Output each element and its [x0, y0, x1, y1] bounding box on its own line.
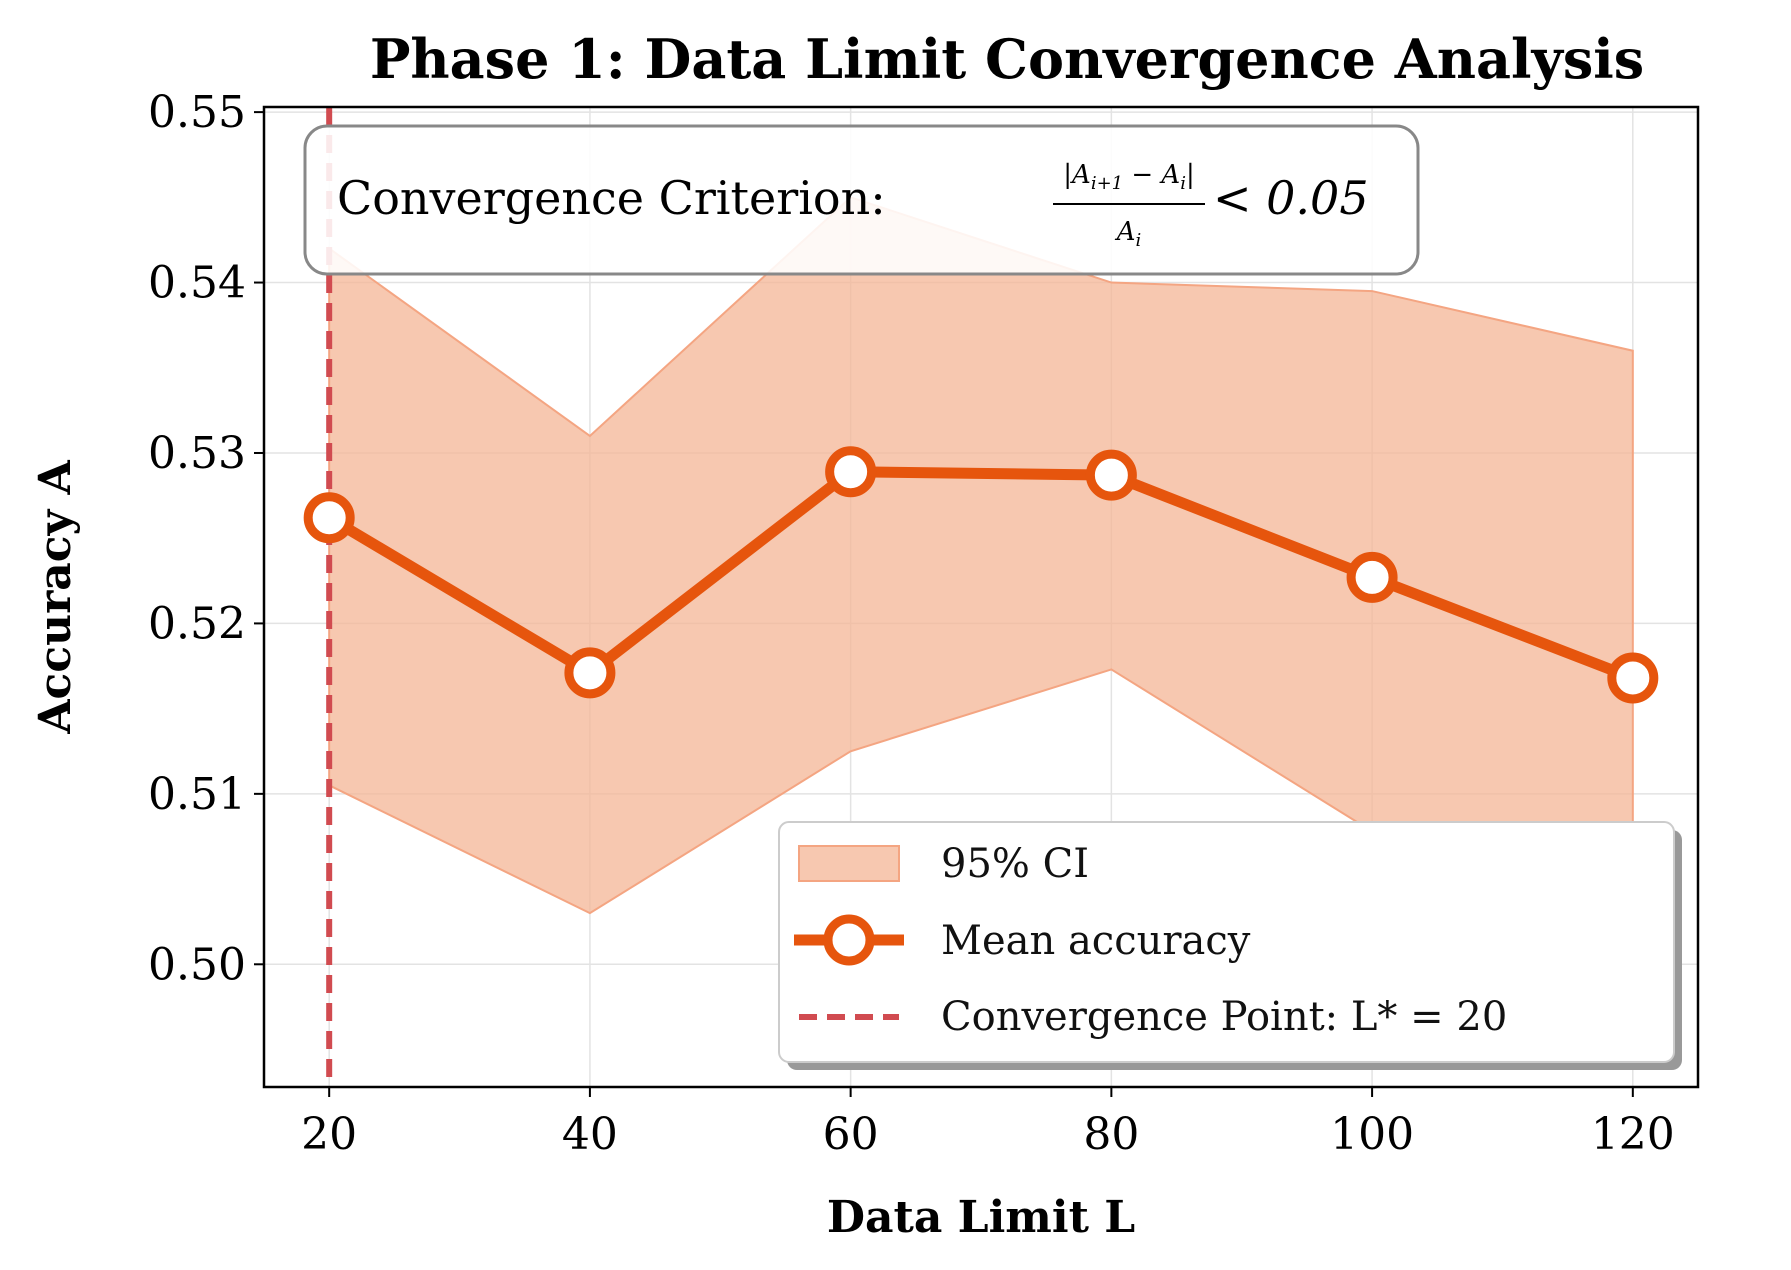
ci-band-layer	[328, 196, 1634, 915]
legend-label-mean: Mean accuracy	[941, 918, 1251, 964]
ci-band	[328, 196, 1634, 915]
y-tick-label: 0.52	[148, 598, 246, 649]
criterion-prefix: Convergence Criterion:	[337, 171, 886, 225]
data-point	[1346, 551, 1398, 603]
line-layer	[326, 466, 1635, 684]
legend-label-vline: Convergence Point: L* = 20	[941, 994, 1507, 1040]
legend: 95% CI Mean accuracy Convergence Point: …	[778, 821, 1682, 1070]
criterion-relation: < 0.05	[1213, 171, 1369, 225]
criterion-annotation: Convergence Criterion: |Ai+1 − Ai| Ai < …	[303, 124, 1420, 276]
y-tick-label: 0.53	[148, 428, 246, 479]
marker-layer	[303, 446, 1659, 704]
x-axis: 20 40 60 80 100 120	[301, 1087, 1675, 1160]
chart-title: Phase 1: Data Limit Convergence Analysis	[370, 27, 1644, 91]
criterion-numerator: |Ai+1 − Ai|	[1063, 160, 1194, 194]
y-tick-label: 0.54	[148, 258, 246, 309]
legend-swatch-mean-marker	[823, 914, 875, 966]
x-tick-label: 20	[301, 1109, 357, 1160]
data-point	[1085, 449, 1137, 501]
y-tick-label: 0.51	[148, 769, 246, 820]
data-point	[1607, 652, 1659, 704]
data-point	[303, 492, 355, 544]
mean-accuracy-line	[326, 466, 1635, 684]
criterion-denominator: Ai	[1115, 217, 1142, 251]
x-tick-label: 80	[1083, 1109, 1139, 1160]
x-axis-title: Data Limit L	[827, 1192, 1135, 1243]
x-tick-label: 40	[562, 1109, 618, 1160]
x-tick-label: 120	[1591, 1109, 1675, 1160]
plot-frame	[262, 105, 1700, 1089]
x-tick-label: 60	[823, 1109, 879, 1160]
legend-box	[778, 821, 1675, 1063]
y-tick-label: 0.55	[148, 87, 246, 138]
data-point	[564, 647, 616, 699]
y-axis-title: Accuracy A	[30, 460, 81, 735]
x-tick-label: 100	[1330, 1109, 1414, 1160]
y-tick-label: 0.50	[148, 939, 246, 990]
legend-swatch-ci	[798, 845, 900, 882]
criterion-box	[303, 124, 1420, 276]
legend-label-ci: 95% CI	[941, 841, 1089, 887]
data-point	[825, 446, 877, 498]
y-axis: 0.50 0.51 0.52 0.53 0.54 0.55	[148, 87, 264, 990]
